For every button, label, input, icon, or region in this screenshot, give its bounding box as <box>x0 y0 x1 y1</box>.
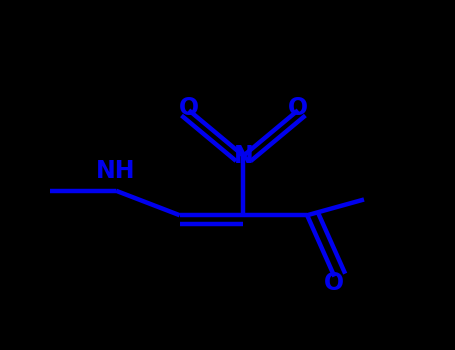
Text: N: N <box>233 144 253 168</box>
Text: NH: NH <box>96 160 136 183</box>
Text: O: O <box>288 97 308 120</box>
Text: O: O <box>179 97 199 120</box>
Text: O: O <box>324 272 344 295</box>
